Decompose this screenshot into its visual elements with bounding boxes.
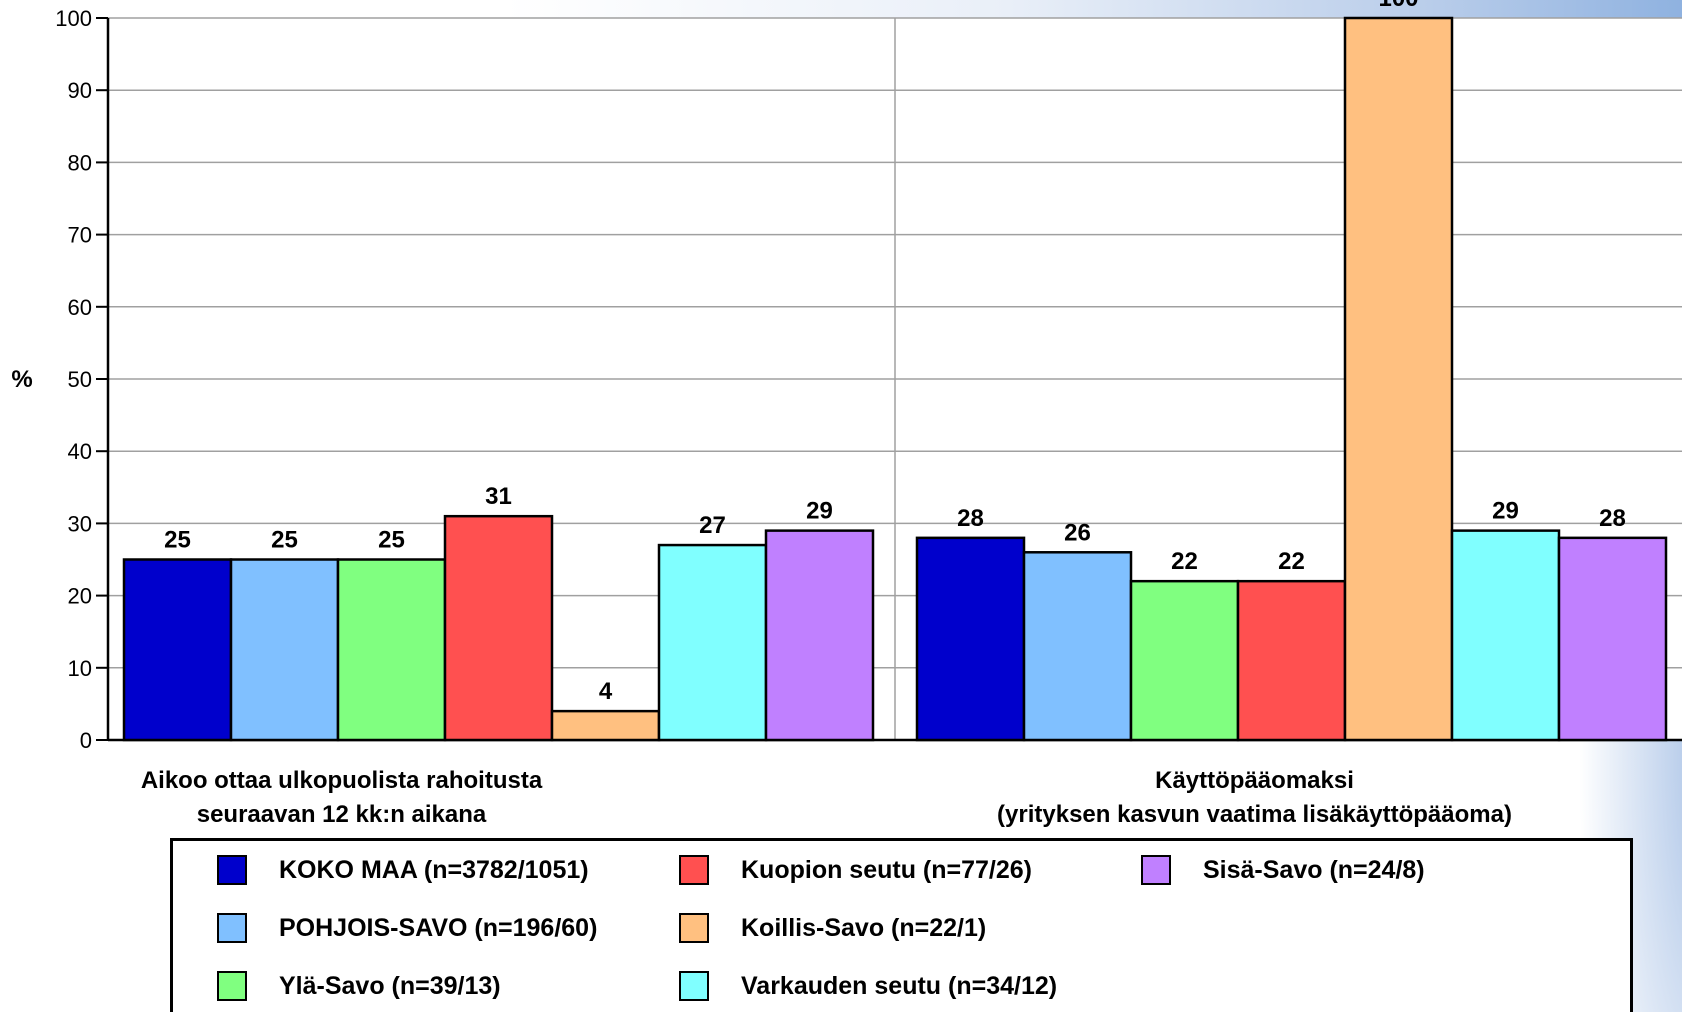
category-label-0-line-1: seuraavan 12 kk:n aikana — [197, 801, 487, 828]
y-tick-label-30: 30 — [68, 511, 92, 536]
data-label-3-cat-1: 22 — [1278, 548, 1305, 575]
legend-item-0: KOKO MAA (n=3782/1051) — [217, 853, 589, 887]
y-tick-label-40: 40 — [68, 439, 92, 464]
data-label-4-cat-0: 4 — [599, 678, 613, 705]
legend-item-5: Varkauden seutu (n=34/12) — [679, 969, 1057, 1003]
y-axis-label: % — [11, 366, 32, 393]
legend-item-2: Ylä-Savo (n=39/13) — [217, 969, 501, 1003]
bar-6-cat-0 — [764, 529, 875, 742]
legend-item-6: Sisä-Savo (n=24/8) — [1141, 853, 1425, 887]
bar-4-cat-0 — [550, 709, 661, 742]
legend-label-5: Varkauden seutu (n=34/12) — [741, 971, 1058, 1000]
y-tick-label-90: 90 — [68, 78, 92, 103]
bar-0-cat-0 — [122, 558, 233, 742]
data-label-5-cat-0: 27 — [699, 512, 726, 539]
legend-label-3: Kuopion seutu (n=77/26) — [741, 855, 1033, 884]
bar-1-cat-0 — [229, 558, 340, 742]
category-label-1-line-1: (yrityksen kasvun vaatima lisäkäyttöpääo… — [997, 801, 1512, 828]
data-label-2-cat-0: 25 — [378, 527, 405, 554]
legend-label-6: Sisä-Savo (n=24/8) — [1203, 855, 1425, 884]
legend-swatch-1 — [217, 913, 247, 943]
data-label-1-cat-0: 25 — [271, 527, 298, 554]
legend: KOKO MAA (n=3782/1051) POHJOIS-SAVO (n=19… — [170, 838, 1633, 1012]
data-label-4-cat-1: 100 — [1378, 0, 1418, 12]
legend-swatch-5 — [679, 971, 709, 1001]
legend-item-3: Kuopion seutu (n=77/26) — [679, 853, 1032, 887]
legend-item-1: POHJOIS-SAVO (n=196/60) — [217, 911, 597, 945]
data-label-6-cat-1: 28 — [1599, 505, 1626, 532]
data-label-3-cat-0: 31 — [485, 483, 512, 510]
bar-4-cat-1 — [1343, 16, 1454, 742]
bar-3-cat-1 — [1236, 579, 1347, 742]
legend-swatch-3 — [679, 855, 709, 885]
y-tick-label-0: 0 — [80, 728, 92, 753]
y-tick-label-80: 80 — [68, 150, 92, 175]
y-tick-label-100: 100 — [55, 6, 92, 31]
y-tick-label-10: 10 — [68, 656, 92, 681]
data-label-0-cat-1: 28 — [957, 505, 984, 532]
data-label-0-cat-0: 25 — [164, 527, 191, 554]
legend-swatch-0 — [217, 855, 247, 885]
data-label-5-cat-1: 29 — [1492, 498, 1519, 525]
legend-swatch-6 — [1141, 855, 1171, 885]
bar-3-cat-0 — [443, 514, 554, 742]
bars — [122, 16, 1668, 742]
data-labels: 25 25 25 31 4 27 29 28 26 22 22 100 29 28 — [164, 0, 1626, 705]
bar-6-cat-1 — [1557, 536, 1668, 742]
legend-swatch-2 — [217, 971, 247, 1001]
category-labels: Aikoo ottaa ulkopuolista rahoitusta seura… — [141, 767, 1512, 828]
y-tick-label-60: 60 — [68, 295, 92, 320]
bar-2-cat-0 — [336, 558, 447, 742]
bar-5-cat-1 — [1450, 529, 1561, 742]
y-tick-label-50: 50 — [68, 367, 92, 392]
legend-label-4: Koillis-Savo (n=22/1) — [741, 913, 987, 942]
category-label-0-line-0: Aikoo ottaa ulkopuolista rahoitusta — [141, 767, 543, 794]
category-label-1-line-0: Käyttöpääomaksi — [1155, 767, 1354, 794]
y-tick-label-70: 70 — [68, 223, 92, 248]
bar-0-cat-1 — [915, 536, 1026, 742]
data-label-6-cat-0: 29 — [806, 498, 833, 525]
data-label-2-cat-1: 22 — [1171, 548, 1198, 575]
legend-swatch-4 — [679, 913, 709, 943]
data-label-1-cat-1: 26 — [1064, 519, 1091, 546]
legend-label-2: Ylä-Savo (n=39/13) — [279, 971, 501, 1000]
legend-label-1: POHJOIS-SAVO (n=196/60) — [279, 913, 598, 942]
y-tick-label-20: 20 — [68, 584, 92, 609]
bar-2-cat-1 — [1129, 579, 1240, 742]
bar-1-cat-1 — [1022, 551, 1133, 742]
bar-5-cat-0 — [657, 543, 768, 742]
legend-label-0: KOKO MAA (n=3782/1051) — [279, 855, 589, 884]
legend-item-4: Koillis-Savo (n=22/1) — [679, 911, 986, 945]
bar-chart: 0 10 20 30 40 50 60 70 80 90 100 25 25 25 31 4 27 29 28 26… — [11, 0, 1682, 828]
